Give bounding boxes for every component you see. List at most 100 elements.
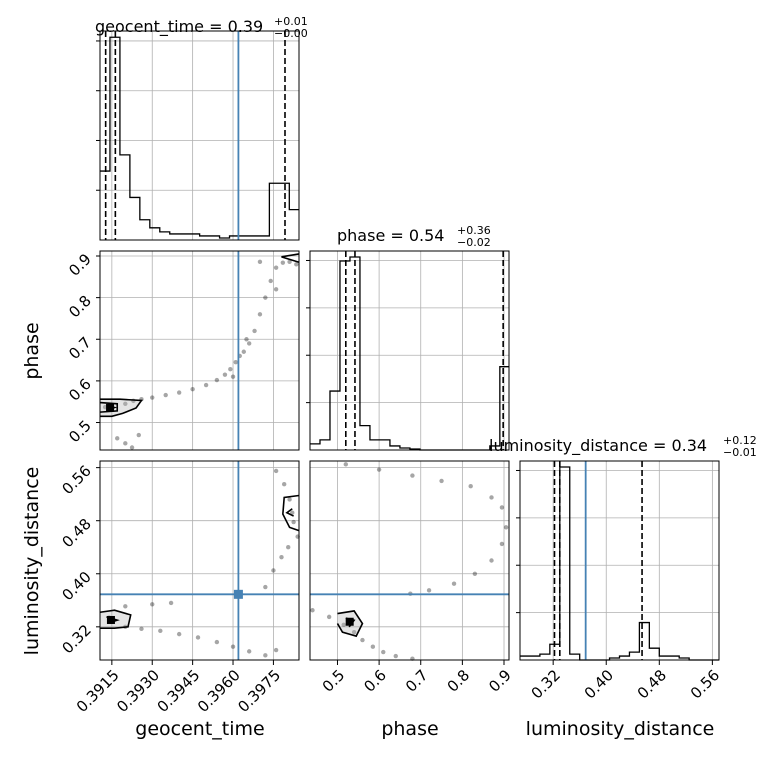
- sample-point-geocent_time_phase-6: [163, 392, 168, 398]
- sample-point-geocent_time_phase-13: [233, 359, 238, 365]
- ytick-label-luminosity-distance-2: 0.48: [58, 515, 94, 551]
- sample-point-geocent_time_phase-22: [280, 260, 286, 265]
- sample-point-phase_luminosity_distance-3: [351, 629, 357, 635]
- ytick-label-phase-4: 0.9: [65, 250, 95, 280]
- sample-point-geocent_time_luminosity_distance-12: [150, 602, 155, 607]
- sample-point-phase_luminosity_distance-0: [310, 608, 315, 613]
- density-peak-geocent_time_luminosity_distance: [106, 615, 115, 624]
- sample-point-geocent_time_phase-8: [190, 387, 195, 392]
- title-luminosity-distance-minus: −0.01: [723, 446, 757, 459]
- sample-point-geocent_time_luminosity_distance-2: [139, 626, 144, 632]
- density-peak-phase_luminosity_distance: [345, 617, 354, 626]
- hist-panel-luminosity-distance: [516, 460, 720, 661]
- hist-line-luminosity-distance: [520, 466, 719, 661]
- title-geocent-time-minus: −0.00: [274, 27, 308, 40]
- sample-point-phase_luminosity_distance-17: [499, 541, 505, 547]
- sample-point-geocent_time_luminosity_distance-8: [246, 649, 252, 654]
- sample-point-geocent_time_phase-18: [257, 312, 263, 317]
- ylabel-phase: phase: [21, 322, 43, 379]
- ytick-label-luminosity-distance-1: 0.40: [58, 568, 94, 604]
- sample-point-geocent_time_luminosity_distance-15: [281, 482, 287, 487]
- frame-geocent_time_luminosity_distance: [99, 460, 300, 661]
- title-geocent-time-plus: +0.01: [274, 15, 308, 28]
- sample-point-geocent_time_luminosity_distance-5: [195, 635, 201, 640]
- title-luminosity-distance: luminosity_distance = 0.34: [489, 436, 707, 456]
- xtick-label-geocent-time-1: 0.3930: [113, 666, 163, 716]
- xtick-label-luminosity-distance-3: 0.56: [687, 666, 723, 702]
- frame-phase_luminosity_distance: [309, 460, 510, 661]
- ytick-label-phase-3: 0.8: [65, 292, 95, 322]
- xtick-label-luminosity-distance-2: 0.48: [634, 666, 670, 702]
- ytick-label-luminosity-distance-0: 0.32: [58, 621, 94, 657]
- sample-point-geocent_time_luminosity_distance-17: [291, 519, 296, 525]
- sample-point-geocent_time_phase-32: [230, 374, 236, 379]
- hist-panel-geocent-time: [96, 30, 300, 241]
- frame-luminosity-distance: [519, 460, 720, 661]
- sample-point-geocent_time_luminosity_distance-21: [271, 568, 276, 573]
- xtick-label-phase-0: 0.5: [319, 666, 349, 696]
- sample-point-geocent_time_phase-21: [273, 265, 279, 270]
- sample-point-geocent_time_phase-29: [129, 445, 135, 450]
- sample-point-geocent_time_luminosity_distance-6: [214, 639, 220, 645]
- sample-point-geocent_time_phase-17: [252, 328, 257, 334]
- sample-point-phase_luminosity_distance-14: [489, 495, 494, 500]
- sample-point-geocent_time_luminosity_distance-10: [273, 647, 279, 653]
- sample-point-geocent_time_phase-10: [214, 377, 220, 383]
- xtick-label-phase-3: 0.8: [444, 666, 474, 696]
- sample-point-geocent_time_phase-30: [136, 432, 141, 438]
- sample-point-geocent_time_luminosity_distance-7: [230, 644, 236, 649]
- title-phase-plus: +0.36: [457, 224, 491, 237]
- sample-point-geocent_time_luminosity_distance-16: [287, 497, 292, 502]
- sample-point-phase_luminosity_distance-4: [360, 637, 365, 643]
- xtick-label-geocent-time-4: 0.3975: [234, 666, 284, 716]
- contour-geocent_time_luminosity_distance-3: [285, 508, 294, 517]
- sample-point-phase_luminosity_distance-19: [472, 571, 478, 576]
- sample-point-geocent_time_luminosity_distance-14: [273, 468, 279, 474]
- ylabel-luminosity-distance: luminosity_distance: [21, 467, 43, 656]
- xlabel-luminosity-distance: luminosity_distance: [526, 718, 715, 740]
- sample-point-geocent_time_phase-5: [150, 395, 155, 400]
- frame-geocent-time: [99, 30, 300, 241]
- ytick-label-phase-1: 0.6: [65, 375, 95, 405]
- sample-point-geocent_time_luminosity_distance-19: [286, 545, 291, 550]
- xtick-label-luminosity-distance-1: 0.40: [581, 666, 617, 702]
- xtick-label-geocent-time-3: 0.3960: [194, 666, 244, 716]
- contour-geocent_time_phase-3: [281, 253, 300, 264]
- sample-point-geocent_time_luminosity_distance-13: [168, 600, 174, 606]
- sample-point-geocent_time_phase-24: [294, 262, 299, 267]
- sample-point-phase_luminosity_distance-15: [499, 505, 505, 510]
- sample-point-phase_luminosity_distance-2: [341, 622, 346, 628]
- sample-point-geocent_time_phase-27: [115, 436, 120, 441]
- xlabel-geocent-time: geocent_time: [135, 718, 264, 740]
- sample-point-geocent_time_luminosity_distance-20: [279, 554, 284, 560]
- frame-geocent_time_phase: [99, 250, 300, 451]
- frame-phase: [309, 250, 510, 451]
- sample-point-geocent_time_luminosity_distance-23: [290, 510, 295, 515]
- panel-phase-vs-luminosity-distance: [309, 460, 510, 661]
- sample-point-geocent_time_phase-2: [123, 401, 128, 406]
- xtick-label-geocent-time-0: 0.3915: [73, 666, 123, 716]
- xtick-label-phase-1: 0.6: [360, 666, 390, 696]
- sample-point-geocent_time_phase-20: [268, 278, 273, 284]
- panel-geocent-time-vs-luminosity-distance: [99, 460, 300, 661]
- ytick-label-phase-2: 0.7: [65, 333, 95, 363]
- title-phase-minus: −0.02: [457, 236, 491, 249]
- sample-point-geocent_time_phase-11: [222, 372, 228, 377]
- xtick-label-phase-2: 0.7: [402, 666, 432, 696]
- ytick-label-luminosity-distance-3: 0.56: [58, 462, 94, 498]
- sample-point-geocent_time_luminosity_distance-9: [263, 653, 268, 658]
- hist-panel-phase: [306, 250, 510, 451]
- sample-point-geocent_time_phase-16: [246, 341, 252, 346]
- sample-point-phase_luminosity_distance-6: [381, 649, 386, 655]
- sample-point-phase_luminosity_distance-1: [326, 614, 332, 620]
- sample-point-phase_luminosity_distance-10: [376, 467, 382, 472]
- sample-point-geocent_time_luminosity_distance-22: [263, 584, 268, 590]
- sample-point-phase_luminosity_distance-7: [393, 653, 398, 659]
- sample-point-geocent_time_phase-26: [273, 287, 279, 292]
- xlabel-phase: phase: [381, 718, 438, 740]
- sample-point-phase_luminosity_distance-20: [451, 581, 457, 586]
- sample-point-geocent_time_phase-28: [123, 441, 128, 446]
- sample-point-geocent_time_phase-19: [263, 295, 268, 300]
- sample-point-phase_luminosity_distance-13: [468, 484, 473, 489]
